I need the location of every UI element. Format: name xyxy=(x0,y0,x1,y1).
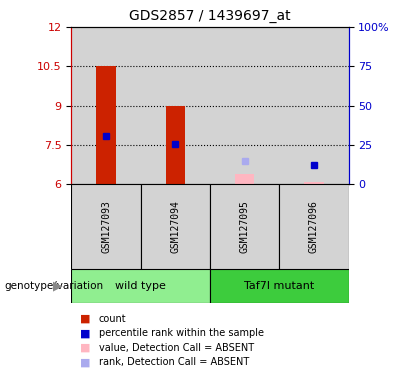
Bar xyxy=(210,184,279,269)
Text: count: count xyxy=(99,314,126,324)
Text: wild type: wild type xyxy=(115,281,166,291)
Bar xyxy=(279,184,349,269)
Text: Taf7l mutant: Taf7l mutant xyxy=(244,281,315,291)
Text: GSM127096: GSM127096 xyxy=(309,200,319,253)
Bar xyxy=(235,174,255,184)
Text: value, Detection Call = ABSENT: value, Detection Call = ABSENT xyxy=(99,343,254,353)
Bar xyxy=(96,66,116,184)
Bar xyxy=(71,184,141,269)
Text: GSM127095: GSM127095 xyxy=(240,200,249,253)
Bar xyxy=(71,27,141,184)
Bar xyxy=(141,27,210,184)
Text: genotype/variation: genotype/variation xyxy=(4,281,103,291)
Text: GSM127093: GSM127093 xyxy=(101,200,111,253)
Bar xyxy=(279,27,349,184)
Bar xyxy=(165,106,185,184)
Bar xyxy=(210,269,349,303)
Bar xyxy=(304,182,324,184)
Text: percentile rank within the sample: percentile rank within the sample xyxy=(99,328,264,338)
Bar xyxy=(71,269,210,303)
Text: ▶: ▶ xyxy=(53,280,63,293)
Text: GSM127094: GSM127094 xyxy=(171,200,180,253)
Text: ■: ■ xyxy=(80,328,90,338)
Bar xyxy=(141,184,210,269)
Text: ■: ■ xyxy=(80,358,90,367)
Title: GDS2857 / 1439697_at: GDS2857 / 1439697_at xyxy=(129,9,291,23)
Bar xyxy=(210,27,279,184)
Text: ■: ■ xyxy=(80,343,90,353)
Text: rank, Detection Call = ABSENT: rank, Detection Call = ABSENT xyxy=(99,358,249,367)
Text: ■: ■ xyxy=(80,314,90,324)
